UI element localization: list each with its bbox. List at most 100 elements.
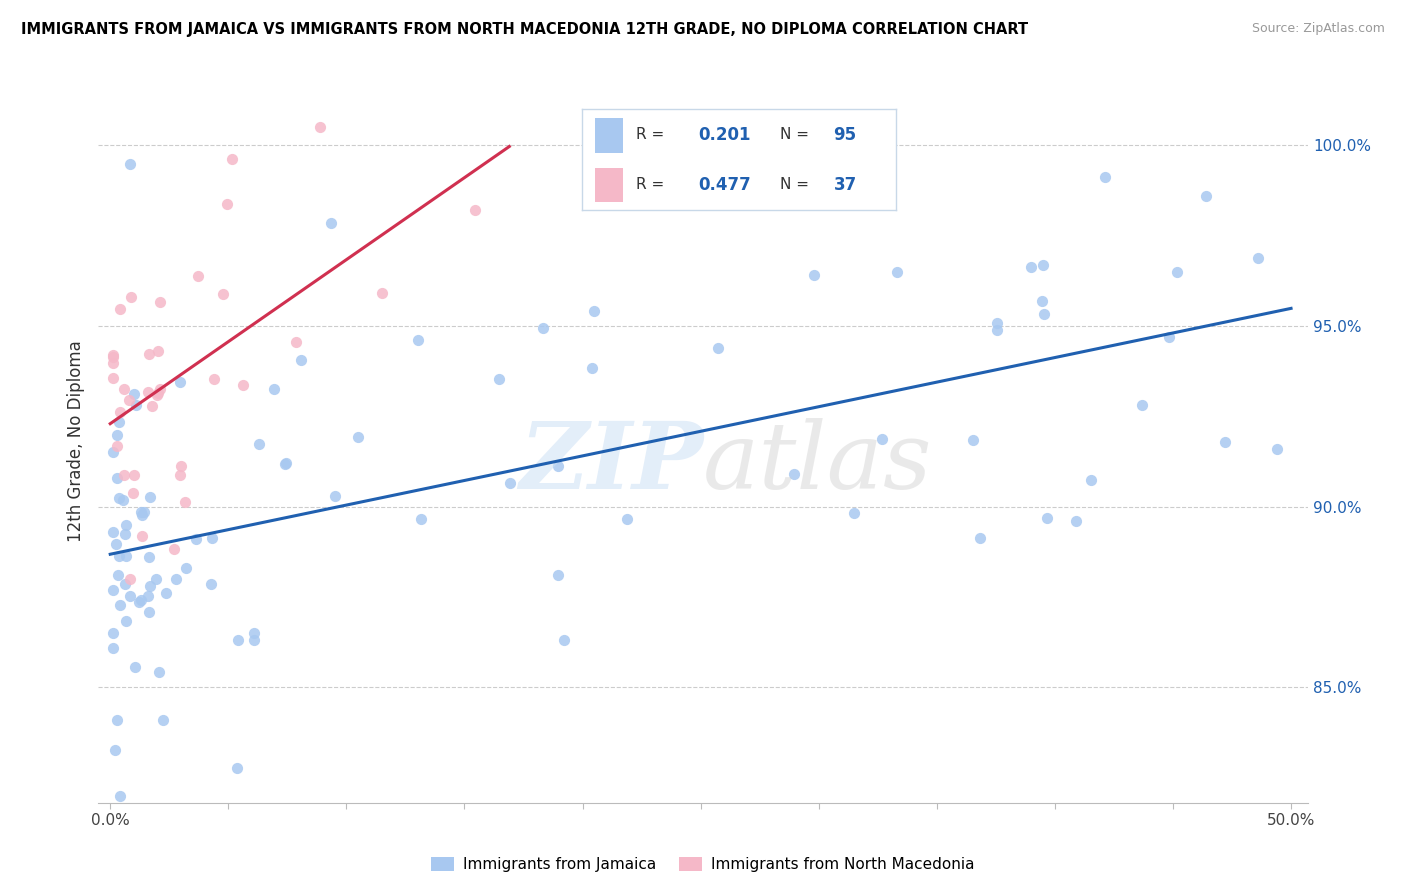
Text: Source: ZipAtlas.com: Source: ZipAtlas.com [1251, 22, 1385, 36]
Point [115, 614, 138, 628]
Point [107, 567, 129, 582]
Point [131, 508, 153, 522]
Point [499, 475, 522, 490]
Point [464, 203, 486, 218]
Point [274, 456, 297, 470]
Point [114, 549, 136, 564]
Point [141, 399, 163, 413]
Point [138, 347, 160, 361]
Point [105, 438, 128, 452]
Point [114, 527, 136, 541]
Point [1166, 265, 1188, 279]
Point [128, 595, 150, 609]
Point [108, 789, 131, 803]
Point [285, 334, 308, 349]
Point [148, 386, 170, 401]
Point [290, 352, 312, 367]
Point [274, 457, 297, 471]
Point [101, 350, 124, 364]
Point [547, 458, 569, 473]
Point [170, 459, 193, 474]
Point [149, 382, 172, 396]
Point [1032, 307, 1054, 321]
Point [152, 714, 174, 728]
Point [547, 568, 569, 582]
Point [1247, 251, 1270, 265]
Text: atlas: atlas [703, 418, 932, 508]
Point [986, 316, 1008, 330]
Point [986, 323, 1008, 337]
Point [346, 430, 368, 444]
Point [886, 265, 908, 279]
Point [1265, 442, 1288, 456]
Point [118, 572, 141, 586]
Point [1032, 258, 1054, 272]
Point [215, 196, 238, 211]
Point [108, 415, 131, 429]
Point [138, 589, 160, 603]
Point [131, 593, 153, 607]
Point [783, 467, 806, 481]
Point [131, 529, 153, 543]
Point [104, 743, 127, 757]
Point [1094, 170, 1116, 185]
Point [138, 605, 160, 619]
Point [114, 577, 136, 591]
Point [107, 491, 129, 505]
Point [1080, 473, 1102, 487]
Point [101, 445, 124, 459]
Point [870, 432, 893, 446]
Point [226, 633, 249, 648]
Point [114, 467, 136, 482]
Point [122, 486, 145, 500]
Point [101, 640, 124, 655]
Text: ZIP: ZIP [519, 418, 703, 508]
Point [101, 583, 124, 598]
Point [169, 468, 191, 483]
Point [200, 576, 222, 591]
Point [409, 512, 432, 526]
Point [202, 372, 225, 386]
Point [139, 491, 162, 505]
Point [138, 550, 160, 565]
Point [104, 537, 127, 551]
Point [101, 370, 124, 384]
Point [1195, 189, 1218, 203]
Point [165, 572, 187, 586]
Point [149, 294, 172, 309]
Point [706, 341, 728, 355]
Point [101, 348, 124, 362]
Point [184, 533, 207, 547]
Point [118, 589, 141, 603]
Point [148, 665, 170, 680]
Point [962, 433, 984, 447]
Point [221, 152, 243, 166]
Point [553, 633, 575, 648]
Point [124, 660, 146, 674]
Point [110, 302, 132, 317]
Point [174, 560, 197, 574]
Point [242, 632, 264, 647]
Point [163, 541, 186, 556]
Point [145, 572, 167, 586]
Point [110, 598, 132, 612]
Point [111, 492, 134, 507]
Point [146, 388, 169, 402]
Point [125, 398, 148, 412]
Point [108, 405, 131, 419]
Point [323, 489, 346, 503]
Point [309, 120, 332, 135]
Point [101, 356, 124, 370]
Point [488, 372, 510, 386]
Point [844, 506, 866, 520]
Point [174, 494, 197, 508]
Point [132, 505, 155, 519]
Point [1019, 260, 1042, 274]
Point [1064, 514, 1087, 528]
Point [1130, 398, 1153, 412]
Point [616, 512, 638, 526]
Point [101, 626, 124, 640]
Point [803, 268, 825, 282]
Point [1035, 511, 1057, 525]
Text: IMMIGRANTS FROM JAMAICA VS IMMIGRANTS FROM NORTH MACEDONIA 12TH GRADE, NO DIPLOM: IMMIGRANTS FROM JAMAICA VS IMMIGRANTS FR… [21, 22, 1028, 37]
